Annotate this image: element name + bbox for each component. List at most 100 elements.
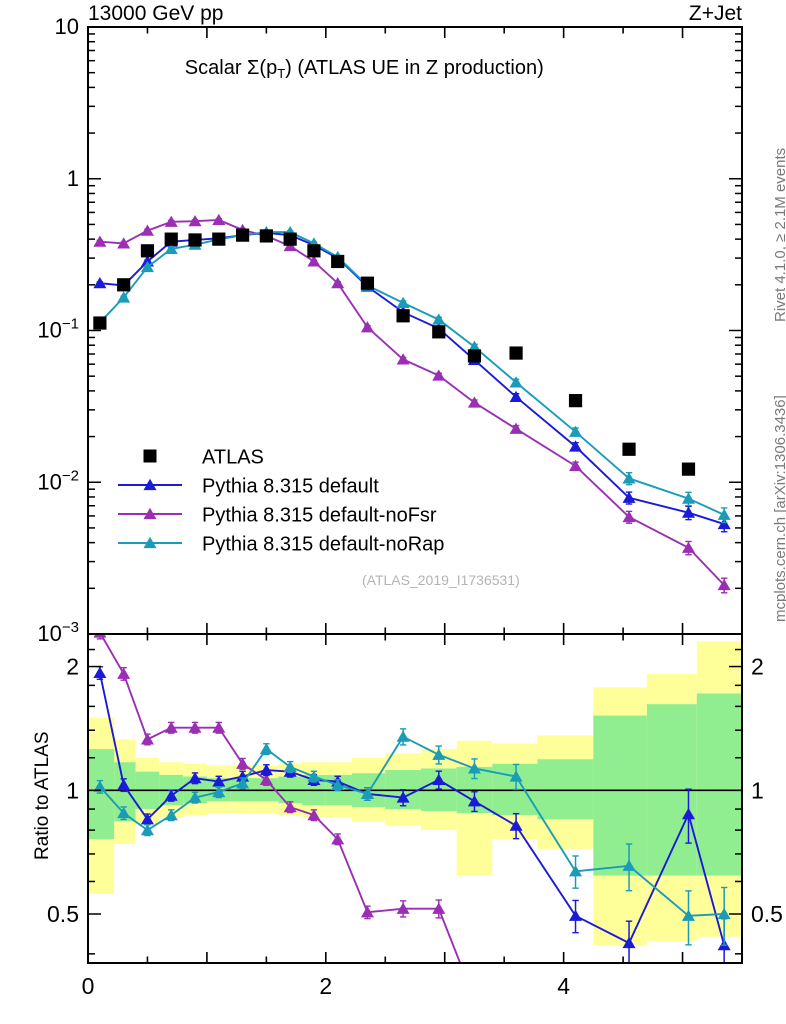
series-atlas-marker <box>188 233 202 247</box>
series-nofsr-ratio-marker <box>236 757 250 769</box>
series-nofsr-main-marker <box>569 459 583 472</box>
series-default-ratio-marker <box>467 795 481 807</box>
series-atlas-marker <box>93 316 107 330</box>
series-norap-main-line <box>99 231 725 516</box>
series-nofsr-ratio-marker <box>117 667 131 679</box>
series-norap-main-marker <box>681 492 696 504</box>
series-nofsr-main-line <box>99 219 725 586</box>
series-default-ratio-marker <box>509 819 523 831</box>
series-default-ratio-marker <box>681 807 696 820</box>
series-norap-ratio-line <box>99 735 725 917</box>
beam-energy-label: 13000 GeV pp <box>88 2 224 25</box>
series-nofsr-ratio-marker <box>468 993 481 1004</box>
series-norap-ratio-marker <box>509 770 523 782</box>
series-atlas-marker <box>467 349 482 363</box>
ratio-y-tick-label-right: 2 <box>751 654 764 680</box>
series-atlas-marker <box>331 254 345 269</box>
series-norap-ratio-marker <box>117 806 131 819</box>
ratio-band-inner <box>537 759 594 820</box>
series-norap-ratio-marker <box>467 762 481 774</box>
series-nofsr-main-marker <box>140 224 154 236</box>
series-nofsr-main-marker <box>681 541 696 553</box>
series-norap-ratio-marker <box>396 730 410 742</box>
series-atlas-marker <box>681 462 696 476</box>
series-norap-ratio-marker <box>360 787 374 799</box>
series-norap-ratio-marker <box>569 865 583 877</box>
analysis-watermark: (ATLAS_2019_I1736531) <box>362 572 520 588</box>
series-norap-ratio-marker <box>259 742 273 755</box>
series-nofsr-ratio-offscale <box>516 983 558 1024</box>
series-atlas-marker <box>432 325 446 339</box>
legend-marker-1 <box>143 478 157 491</box>
series-norap-main-marker <box>717 508 731 520</box>
main-y-tick-label: 10−2 <box>37 467 79 494</box>
plot-title-rest: ) (ATLAS UE in Z production) <box>285 57 544 79</box>
series-norap-ratio-marker <box>140 823 154 836</box>
process-label: Z+Jet <box>688 2 742 25</box>
series-atlas-marker <box>140 244 155 258</box>
series-nofsr-main-marker <box>396 353 410 365</box>
series-nofsr-ratio-marker <box>259 773 273 785</box>
series-nofsr-ratio-marker <box>432 902 446 914</box>
legend-label-0: ATLAS <box>202 447 264 469</box>
ratio-band-inner <box>88 749 115 840</box>
ratio-panel-frame <box>87 633 743 964</box>
series-default-ratio-marker <box>569 909 583 921</box>
ratio-y-tick-label-left: 1 <box>66 777 79 803</box>
series-norap-main-marker <box>467 340 481 352</box>
plot-title: Scalar Σ(pT) (ATLAS UE in Z production) <box>184 57 544 81</box>
series-default-main-marker <box>681 506 696 518</box>
series-default-ratio-marker <box>622 936 636 949</box>
series-nofsr-ratio-marker <box>283 800 297 813</box>
series-default-main-marker <box>93 276 107 289</box>
series-atlas-marker <box>117 278 131 292</box>
series-nofsr-ratio-marker <box>396 902 410 914</box>
series-nofsr-main-marker <box>307 255 321 267</box>
series-nofsr-ratio-marker <box>212 721 226 733</box>
series-nofsr-main-marker <box>717 578 731 591</box>
series-nofsr-main-marker <box>622 510 636 523</box>
plot-title-subscript: T <box>277 66 286 81</box>
legend-marker-0 <box>143 449 157 463</box>
series-norap-ratio-marker <box>717 907 731 920</box>
series-atlas-marker <box>259 229 273 243</box>
series-nofsr-main-marker <box>212 213 226 226</box>
plot-title-main: Scalar Σ <box>184 57 260 79</box>
series-norap-ratio-marker <box>283 760 297 772</box>
x-tick-label: 2 <box>319 973 332 999</box>
series-nofsr-ratio-marker <box>188 721 202 733</box>
series-default-ratio-marker <box>164 789 178 801</box>
series-nofsr-ratio-marker <box>360 906 374 918</box>
series-nofsr-ratio-marker <box>93 634 107 638</box>
series-nofsr-main-marker <box>360 321 374 333</box>
series-nofsr-main-marker <box>509 422 523 434</box>
series-nofsr-main-marker <box>331 276 345 289</box>
x-tick-label: 4 <box>557 973 570 999</box>
series-default-ratio-marker <box>212 775 226 787</box>
series-nofsr-main-marker <box>467 396 481 408</box>
series-norap-ratio-marker <box>164 808 178 821</box>
series-norap-ratio-marker <box>432 748 446 760</box>
series-nofsr-ratio-marker <box>164 721 178 733</box>
series-norap-main-marker <box>117 291 131 303</box>
series-default-ratio-marker <box>117 778 131 791</box>
ratio-y-tick-label-right: 0.5 <box>751 901 783 927</box>
legend-label-1: Pythia 8.315 default <box>202 476 379 498</box>
series-default-main-marker <box>569 440 583 452</box>
ratio-band-inner <box>696 693 742 876</box>
series-norap-ratio-marker <box>307 770 321 782</box>
series-atlas-marker <box>164 232 178 246</box>
series-atlas-marker <box>212 232 226 246</box>
legend-label-3: Pythia 8.315 default-noRap <box>202 534 444 556</box>
series-norap-main-marker <box>140 260 154 273</box>
series-default-main-marker <box>509 390 523 403</box>
main-y-tick-label: 1 <box>67 166 79 191</box>
series-nofsr-ratio-marker <box>307 808 321 821</box>
series-nofsr-main-marker <box>164 215 178 227</box>
series-default-ratio-marker <box>259 763 273 776</box>
series-norap-ratio-marker <box>681 909 696 921</box>
series-atlas-marker <box>396 309 410 323</box>
series-default-ratio-marker <box>93 666 107 678</box>
